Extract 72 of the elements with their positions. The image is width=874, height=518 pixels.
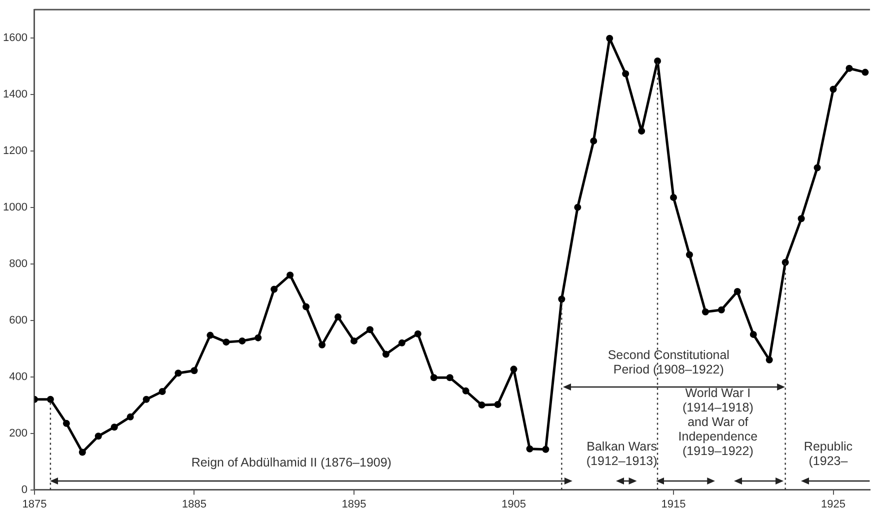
y-tick-label: 1200 (2, 144, 28, 157)
point (574, 204, 582, 211)
point (94, 432, 102, 440)
y-tick-label: 400 (9, 370, 28, 383)
point (606, 34, 614, 42)
point (62, 420, 70, 427)
point (814, 164, 821, 172)
annotation: World War I (1914–1918) and War of Independence (1919–1922) (678, 386, 758, 458)
y-tick-label: 600 (9, 314, 28, 326)
y-tick-label: 1000 (2, 201, 28, 214)
x-tick-label: 1905 (502, 498, 526, 510)
point (238, 337, 246, 344)
point (222, 338, 230, 346)
point (622, 70, 630, 78)
point (510, 366, 518, 373)
point (430, 374, 438, 382)
point (286, 272, 294, 279)
point (46, 396, 54, 403)
point (398, 339, 406, 346)
point (318, 341, 326, 348)
point (254, 334, 262, 342)
point (78, 448, 86, 456)
point (862, 68, 869, 76)
point (558, 296, 566, 303)
point (798, 215, 805, 222)
point (462, 387, 470, 394)
annotation: Balkan Wars (1912–1913) (586, 439, 658, 468)
point (270, 286, 278, 293)
point (750, 330, 757, 338)
point (590, 137, 598, 144)
point (206, 332, 214, 339)
point (446, 374, 454, 382)
x-tick-label: 1895 (342, 498, 366, 510)
point (478, 402, 486, 409)
point (494, 400, 502, 408)
point (366, 326, 374, 334)
point (830, 86, 837, 93)
annotation: Reign of Abdülhamid II (1876–1909) (191, 455, 392, 470)
point (174, 370, 182, 377)
point (766, 356, 773, 364)
point (654, 58, 662, 65)
point (846, 64, 853, 72)
point (414, 330, 422, 338)
x-tick-label: 1875 (22, 498, 47, 510)
x-tick-label: 1885 (182, 498, 206, 510)
point (670, 194, 677, 201)
annotation: Republic (1923– (804, 439, 853, 468)
point (718, 306, 725, 314)
point (334, 313, 342, 320)
point (190, 367, 198, 374)
point (142, 396, 150, 403)
point (686, 251, 693, 258)
point (382, 350, 390, 358)
x-tick-label: 1915 (661, 498, 686, 510)
y-tick-label: 0 (21, 484, 28, 496)
point (158, 388, 166, 395)
point (734, 288, 741, 296)
x-tick-label: 1925 (821, 498, 846, 510)
y-tick-label: 1400 (2, 88, 28, 100)
y-tick-label: 800 (9, 258, 28, 270)
y-tick-label: 200 (9, 427, 28, 440)
point (542, 446, 550, 453)
point (702, 308, 709, 316)
point (110, 424, 118, 431)
point (302, 303, 310, 310)
point (526, 445, 534, 452)
point (638, 128, 646, 135)
point (350, 337, 358, 344)
point (126, 413, 134, 420)
point (782, 258, 789, 266)
y-tick-label: 1600 (2, 32, 28, 44)
annotation: Second Constitutional Period (1908–1922) (608, 348, 730, 377)
